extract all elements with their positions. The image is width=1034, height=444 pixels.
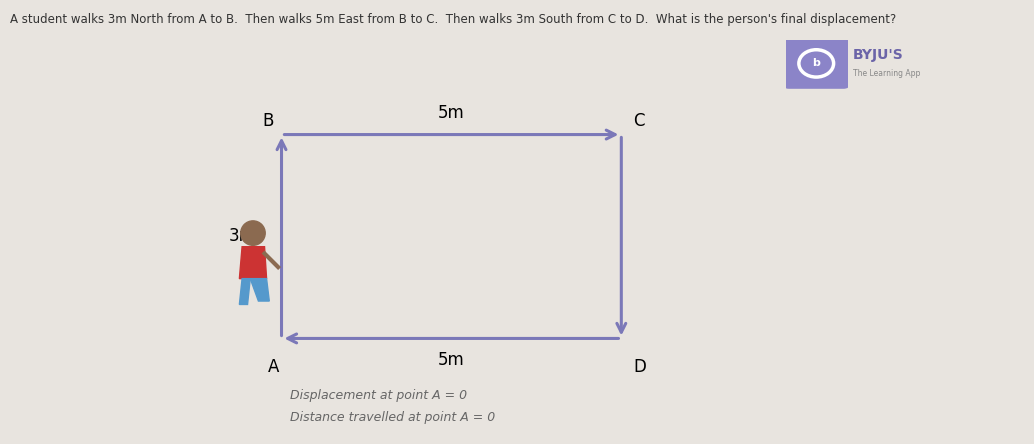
Text: B: B <box>263 112 274 130</box>
Polygon shape <box>250 279 269 301</box>
FancyBboxPatch shape <box>783 39 850 89</box>
Text: 5m: 5m <box>438 351 465 369</box>
Polygon shape <box>240 279 250 305</box>
Text: b: b <box>813 59 820 68</box>
Text: BYJU'S: BYJU'S <box>853 48 904 63</box>
Text: The Learning App: The Learning App <box>853 69 920 78</box>
Text: 5m: 5m <box>438 104 465 123</box>
Text: C: C <box>633 112 645 130</box>
Text: A student walks 3m North from A to B.  Then walks 5m East from B to C.  Then wal: A student walks 3m North from A to B. Th… <box>10 13 896 26</box>
Text: Displacement at point A = 0: Displacement at point A = 0 <box>290 389 466 402</box>
Text: Distance travelled at point A = 0: Distance travelled at point A = 0 <box>290 411 495 424</box>
Circle shape <box>241 221 265 246</box>
Polygon shape <box>240 247 267 279</box>
Text: A: A <box>269 358 280 376</box>
Text: 3m: 3m <box>229 227 255 246</box>
Text: D: D <box>633 358 646 376</box>
